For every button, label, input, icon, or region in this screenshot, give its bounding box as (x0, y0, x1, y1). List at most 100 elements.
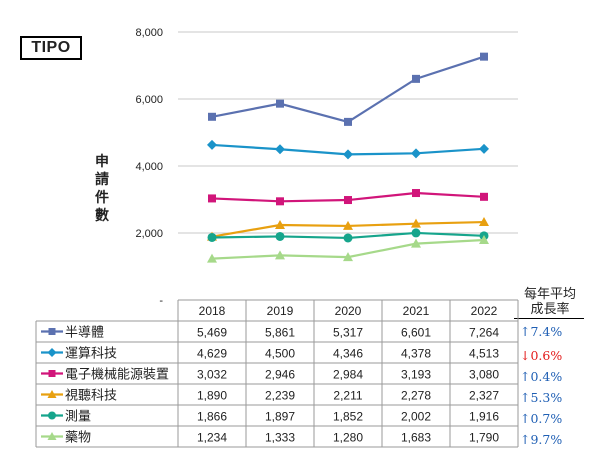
y-tick-label: 2,000 (135, 228, 163, 240)
legend-key-marker (47, 348, 57, 357)
legend-key-marker (48, 328, 56, 335)
data-point (411, 238, 421, 248)
table-value: 4,513 (469, 347, 499, 361)
legend-label: 半導體 (65, 325, 104, 340)
growth-header-line: 每年平均 (523, 287, 576, 302)
data-point (275, 250, 285, 260)
legend-label: 測量 (65, 409, 91, 424)
table-value: 1,916 (469, 410, 499, 424)
table-value: 4,378 (401, 347, 431, 361)
data-point (208, 112, 216, 121)
data-point (276, 99, 284, 108)
data-point (479, 143, 489, 154)
data-point (411, 228, 421, 238)
series-line (211, 55, 485, 124)
legend-key-marker (48, 370, 56, 377)
legend-key-marker (48, 411, 56, 420)
table-value: 4,346 (333, 347, 363, 361)
data-point (344, 196, 352, 205)
table-value: 5,861 (265, 326, 295, 340)
data-point (479, 235, 489, 245)
table-value: 6,601 (401, 326, 431, 340)
growth-rate-value: ↓0.6% (520, 348, 563, 363)
data-point (411, 218, 421, 228)
legend-label: 運算科技 (65, 346, 117, 361)
brand-logo-box: TIPO (20, 36, 82, 60)
table-value: 1,852 (333, 410, 363, 424)
table-value: 1,790 (469, 431, 499, 445)
data-point (207, 139, 217, 150)
table-value: 3,080 (469, 368, 499, 382)
table-value: 1,866 (197, 410, 227, 424)
y-tick-label: 6,000 (135, 94, 163, 106)
growth-rate-value: ↑0.7% (520, 411, 563, 426)
table-value: 1,333 (265, 431, 295, 445)
y-axis-title-char: 申 (95, 153, 109, 169)
table-value: 1,890 (197, 389, 227, 403)
data-point (344, 117, 352, 126)
growth-rate-header: 每年平均 成長率 (514, 287, 586, 317)
growth-rate-value: ↑0.4% (520, 369, 563, 384)
table-value: 2,239 (265, 389, 295, 403)
y-axis-title: 申 請 件 數 (92, 152, 112, 224)
data-table (35, 299, 519, 448)
table-value: 1,683 (401, 431, 431, 445)
x-tick-label: 2022 (471, 304, 498, 318)
table-value: 3,032 (197, 368, 227, 382)
y-tick-label: - (159, 295, 163, 307)
table-value: 1,234 (197, 431, 227, 445)
table-value: 5,317 (333, 326, 363, 340)
data-point (412, 74, 420, 83)
table-value: 4,500 (265, 347, 295, 361)
growth-header-underline (514, 318, 584, 319)
x-tick-label: 2020 (335, 304, 362, 318)
data-point (276, 197, 284, 206)
y-tick-label: 4,000 (135, 161, 163, 173)
table-value: 2,211 (333, 389, 362, 403)
data-point (275, 231, 285, 241)
data-point (412, 189, 420, 198)
data-point (275, 219, 285, 229)
data-point (479, 217, 489, 227)
table-value: 7,264 (469, 326, 499, 340)
legend-key-marker (47, 390, 57, 398)
data-point (208, 194, 216, 203)
data-point (343, 233, 353, 243)
legend-label: 視聽科技 (65, 388, 117, 403)
table-value: 2,984 (333, 368, 363, 382)
growth-header-line: 成長率 (530, 302, 570, 317)
y-axis-title-char: 件 (95, 189, 109, 205)
legend-label: 藥物 (65, 430, 91, 445)
y-tick-label: 8,000 (135, 27, 163, 39)
data-point (207, 232, 217, 242)
table-value: 5,469 (197, 326, 227, 340)
table-value: 2,946 (265, 368, 295, 382)
y-axis-title-char: 請 (95, 171, 109, 187)
data-point (343, 149, 353, 160)
data-point (343, 252, 353, 262)
table-value: 1,280 (333, 431, 363, 445)
x-tick-label: 2018 (199, 304, 226, 318)
x-tick-label: 2021 (403, 304, 430, 318)
data-point (207, 253, 217, 263)
x-tick-label: 2019 (267, 304, 294, 318)
table-value: 4,629 (197, 347, 227, 361)
data-point (480, 192, 488, 201)
legend-key-marker (47, 432, 57, 440)
legend-label: 電子機械能源裝置 (65, 367, 169, 382)
growth-rate-value: ↑7.4% (520, 324, 563, 339)
table-value: 2,002 (401, 410, 431, 424)
data-point (343, 220, 353, 230)
growth-rate-value: ↑5.3% (520, 390, 563, 405)
table-value: 2,327 (469, 389, 499, 403)
data-point (480, 52, 488, 61)
table-value: 1,897 (265, 410, 295, 424)
growth-rate-value: ↑9.7% (520, 432, 563, 447)
data-point (275, 144, 285, 155)
data-point (411, 148, 421, 159)
y-axis-title-char: 數 (95, 207, 109, 223)
table-value: 3,193 (401, 368, 431, 382)
table-value: 2,278 (401, 389, 431, 403)
